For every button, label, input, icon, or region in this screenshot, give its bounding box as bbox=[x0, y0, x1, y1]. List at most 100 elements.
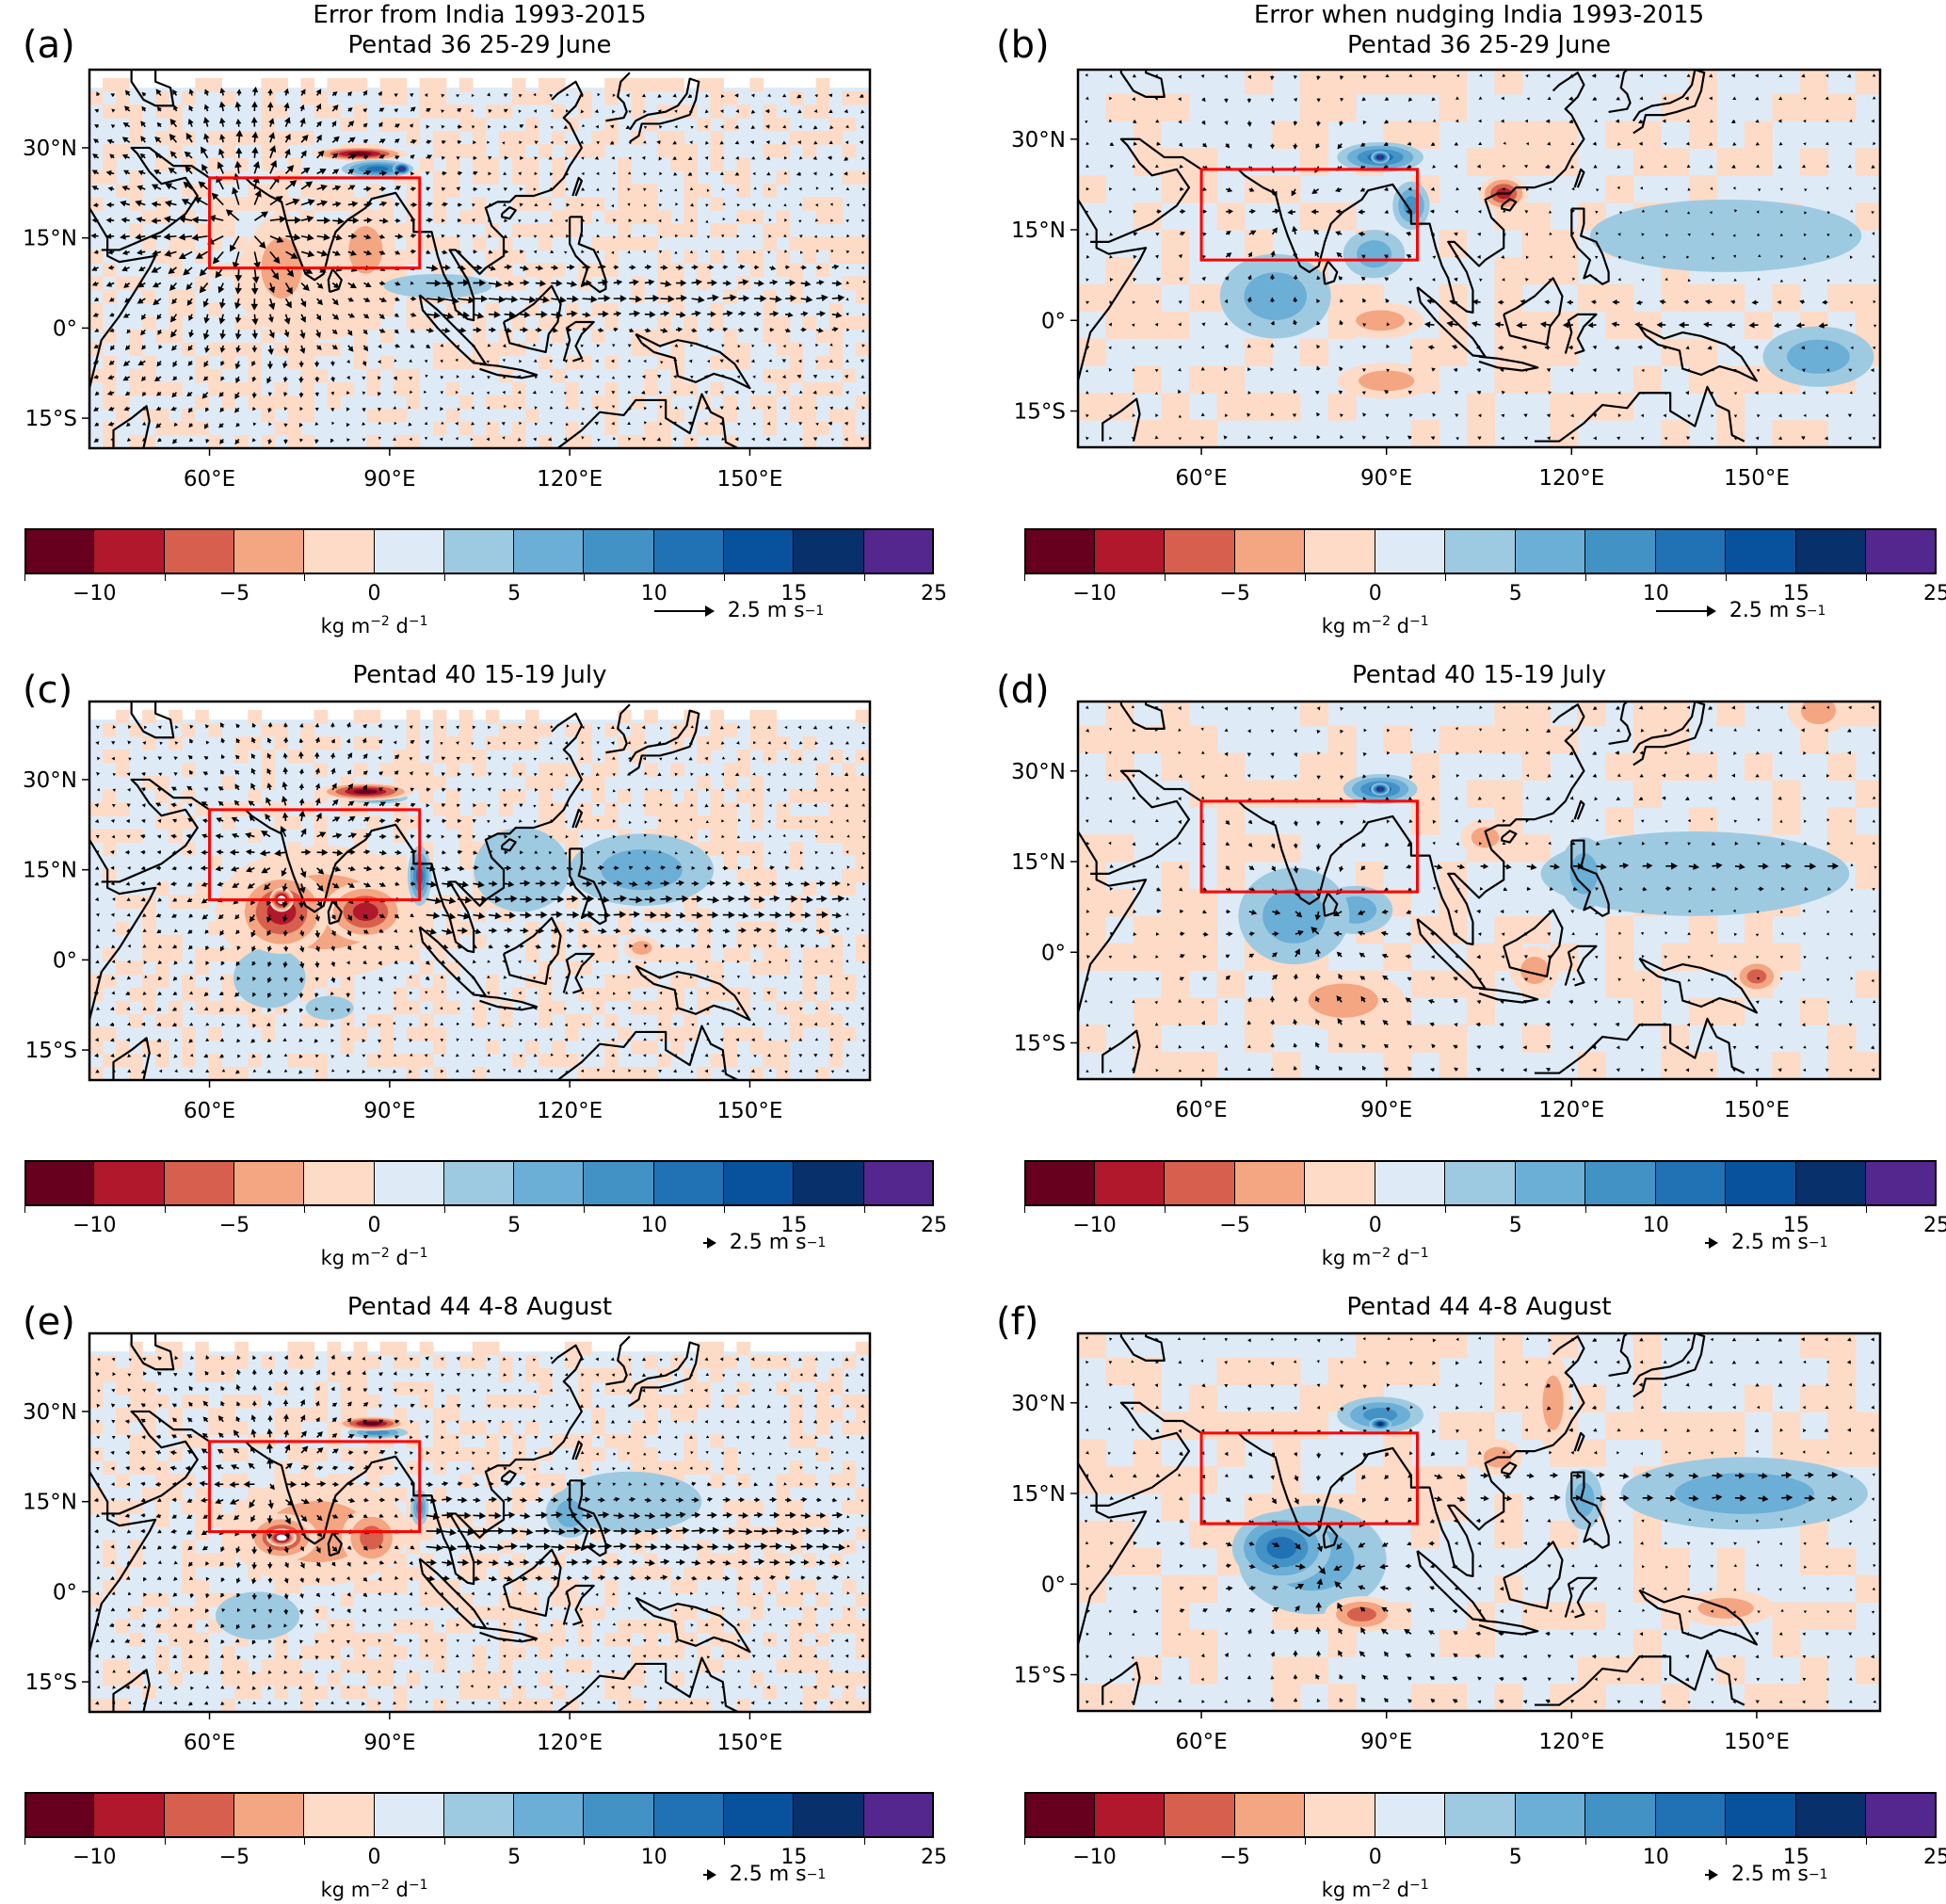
wind-arrow bbox=[782, 390, 787, 395]
wind-arrow bbox=[1755, 141, 1760, 146]
wind-arrow bbox=[675, 202, 679, 206]
anomaly-cell bbox=[129, 329, 143, 344]
wind-arrow bbox=[1384, 277, 1390, 282]
anomaly-cell bbox=[142, 987, 156, 1002]
wind-arrow bbox=[378, 421, 382, 425]
panel-letter: (b) bbox=[996, 24, 1050, 67]
anomaly-cell bbox=[366, 434, 381, 448]
wind-arrow bbox=[861, 203, 866, 207]
anomaly-cell bbox=[591, 947, 605, 962]
wind-arrow bbox=[520, 311, 531, 318]
wind-arrow bbox=[125, 991, 131, 995]
colorbar-tick bbox=[584, 574, 586, 581]
wind-arrow bbox=[211, 192, 224, 206]
wind-arrow bbox=[689, 250, 694, 254]
anomaly-cell bbox=[498, 131, 513, 145]
wind-arrow bbox=[861, 329, 865, 332]
panel-title: Pentad 40 15-19 July bbox=[89, 660, 870, 690]
anomaly-cell bbox=[776, 381, 791, 396]
anomaly-cell bbox=[142, 947, 156, 962]
anomaly-cell bbox=[604, 802, 619, 816]
wind-arrow bbox=[153, 376, 162, 382]
wind-arrow bbox=[812, 125, 818, 130]
wind-arrow bbox=[316, 298, 323, 306]
wind-arrow bbox=[126, 960, 131, 964]
anomaly-cell bbox=[710, 960, 725, 976]
wind-arrow bbox=[109, 345, 116, 351]
anomaly-cell bbox=[300, 77, 315, 92]
wind-arrow bbox=[611, 391, 616, 395]
wind-arrow bbox=[285, 180, 298, 190]
wind-arrow bbox=[219, 769, 225, 775]
wind-arrow bbox=[1499, 367, 1504, 373]
wind-arrow bbox=[158, 772, 163, 777]
anomaly-cell bbox=[565, 1026, 579, 1041]
anomaly-cell bbox=[1799, 148, 1828, 176]
panel-title: Pentad 40 15-19 July bbox=[1078, 660, 1880, 690]
wind-arrow bbox=[362, 138, 369, 144]
anomaly-cell bbox=[604, 395, 619, 410]
wind-arrow bbox=[1477, 186, 1482, 191]
anomaly-cell bbox=[1772, 283, 1801, 313]
anomaly-cell bbox=[300, 381, 315, 396]
wind-arrow bbox=[519, 360, 523, 363]
wind-arrow bbox=[1086, 390, 1089, 395]
anomaly-cell bbox=[340, 1026, 355, 1041]
anomaly-cell bbox=[498, 342, 513, 357]
wind-arrow bbox=[675, 218, 679, 221]
wind-arrow bbox=[1086, 232, 1089, 236]
wind-arrow bbox=[1316, 434, 1321, 440]
anomaly-cell bbox=[300, 736, 315, 750]
wind-arrow bbox=[363, 250, 373, 256]
anomaly-cell bbox=[195, 987, 209, 1002]
anomaly-cell bbox=[445, 381, 460, 396]
wind-arrow bbox=[829, 172, 834, 177]
wind-arrow bbox=[137, 282, 146, 288]
anomaly-cell bbox=[1855, 283, 1880, 313]
wind-arrow bbox=[1156, 277, 1162, 282]
wind-arrow bbox=[1154, 322, 1159, 327]
wind-arrow bbox=[1359, 187, 1366, 192]
wind-arrow bbox=[472, 343, 475, 347]
wind-arrow bbox=[1086, 278, 1089, 282]
coastline bbox=[1564, 313, 1598, 355]
wind-arrow bbox=[831, 264, 840, 270]
wind-arrow bbox=[316, 200, 329, 207]
anomaly-cell bbox=[644, 184, 658, 198]
anomaly-cell bbox=[472, 434, 487, 448]
wind-arrow bbox=[111, 756, 115, 761]
anomaly-cell bbox=[1605, 283, 1634, 313]
wind-arrow bbox=[174, 1069, 178, 1073]
wind-arrow bbox=[410, 202, 418, 208]
anomaly-cell bbox=[697, 776, 711, 790]
wind-arrow bbox=[250, 117, 258, 127]
anomaly-cell bbox=[485, 421, 500, 436]
wind-arrow bbox=[1132, 97, 1135, 102]
anomaly-cell bbox=[578, 750, 592, 764]
wind-arrow bbox=[609, 140, 615, 145]
x-tick-label: 60°E bbox=[1175, 466, 1227, 491]
colorbar-segment bbox=[653, 528, 725, 574]
wind-arrow bbox=[172, 438, 178, 444]
wind-arrow bbox=[423, 390, 427, 394]
wind-arrow bbox=[703, 375, 708, 379]
wind-arrow bbox=[1849, 233, 1853, 236]
wind-arrow bbox=[1870, 368, 1874, 373]
anomaly-cell bbox=[287, 750, 302, 764]
wind-arrow bbox=[1822, 299, 1828, 305]
wind-arrow bbox=[300, 215, 314, 223]
wind-arrow bbox=[154, 137, 162, 143]
wind-arrow bbox=[643, 171, 647, 176]
anomaly-cell bbox=[670, 77, 684, 92]
wind-arrow bbox=[172, 376, 178, 381]
wind-arrow bbox=[1524, 368, 1529, 373]
wind-arrow bbox=[751, 202, 756, 207]
anomaly-cell bbox=[221, 815, 235, 830]
wind-arrow bbox=[1201, 391, 1205, 395]
wind-arrow bbox=[1132, 300, 1136, 304]
wind-arrow bbox=[1108, 119, 1113, 122]
wind-arrow bbox=[106, 138, 115, 145]
wind-arrow bbox=[579, 140, 584, 144]
y-tick-label: 15°N bbox=[23, 227, 77, 251]
wind-arrow bbox=[1476, 164, 1481, 169]
